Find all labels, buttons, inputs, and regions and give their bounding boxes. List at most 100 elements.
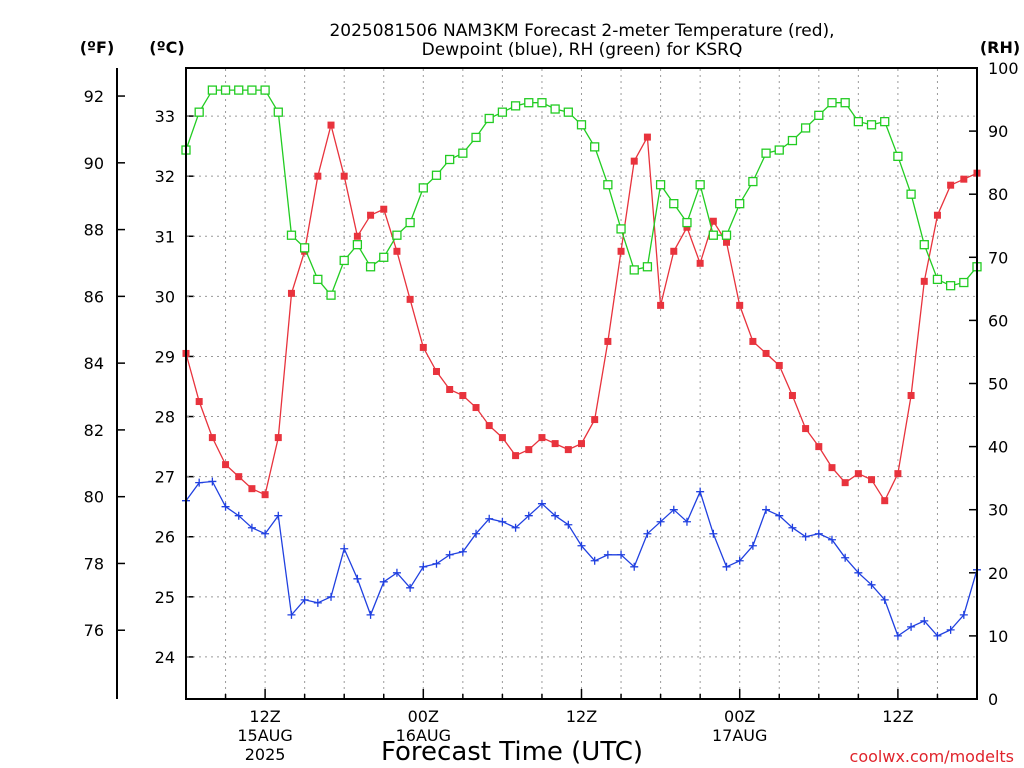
dewpoint-point bbox=[603, 550, 612, 559]
rh-point bbox=[510, 101, 521, 111]
rh-tick-label: 100 bbox=[988, 59, 1019, 78]
dewpoint-point bbox=[564, 520, 573, 529]
dewpoint-point bbox=[696, 487, 705, 496]
dewpoint-point bbox=[340, 544, 349, 553]
rh-point bbox=[313, 274, 323, 285]
temperature-point bbox=[340, 172, 348, 180]
rh-point bbox=[853, 116, 863, 127]
temperature-point bbox=[723, 238, 731, 246]
rh-point bbox=[273, 107, 283, 117]
rh-point bbox=[194, 107, 204, 117]
rh-point bbox=[655, 180, 666, 190]
temperature-point bbox=[643, 133, 651, 141]
temperature-point bbox=[749, 337, 757, 345]
temperature-point bbox=[419, 343, 427, 351]
temperature-series bbox=[182, 121, 981, 505]
celsius-unit-label: (ºC) bbox=[149, 38, 184, 57]
temperature-point bbox=[854, 470, 862, 478]
dewpoint-point bbox=[669, 505, 678, 514]
dewpoint-point bbox=[379, 577, 388, 586]
rh-point bbox=[945, 281, 956, 291]
temperature-point bbox=[617, 247, 625, 255]
rh-point bbox=[299, 243, 310, 253]
celsius-tick-label: 26 bbox=[155, 528, 175, 547]
dewpoint-point bbox=[274, 511, 283, 520]
dewpoint-point bbox=[221, 502, 230, 511]
dewpoint-point bbox=[511, 523, 520, 532]
celsius-axis: 24 25 26 27 28 29 30 31 32 33 bbox=[155, 107, 194, 667]
dewpoint-point bbox=[458, 547, 467, 556]
dewpoint-point bbox=[537, 499, 546, 508]
dewpoint-point bbox=[208, 477, 217, 486]
temperature-point bbox=[459, 392, 467, 400]
rh-point bbox=[576, 120, 587, 130]
dewpoint-point bbox=[551, 511, 560, 520]
dewpoint-point bbox=[946, 625, 955, 634]
rh-point bbox=[932, 274, 943, 285]
temperature-point bbox=[274, 434, 282, 442]
dewpoint-point bbox=[643, 529, 652, 538]
dewpoint-point bbox=[841, 553, 850, 562]
rh-point bbox=[260, 85, 270, 95]
dewpoint-point bbox=[682, 517, 691, 526]
dewpoint-point bbox=[313, 598, 322, 607]
rh-point bbox=[800, 123, 811, 133]
rh-point bbox=[431, 170, 442, 180]
rh-point bbox=[735, 199, 745, 209]
fahrenheit-tick-label: 88 bbox=[84, 221, 104, 240]
celsius-tick-label: 32 bbox=[155, 167, 175, 186]
temperature-point bbox=[367, 211, 375, 219]
dewpoint-point bbox=[498, 517, 507, 526]
rh-tick-label: 20 bbox=[988, 564, 1008, 583]
chart-title-line-2: Dewpoint (blue), RH (green) for KSRQ bbox=[422, 40, 743, 60]
temperature-point bbox=[208, 434, 216, 442]
temperature-point bbox=[525, 446, 533, 454]
dewpoint-point bbox=[577, 541, 586, 550]
rh-point bbox=[563, 107, 573, 117]
dewpoint-point bbox=[656, 517, 665, 526]
chart-title: 2025081506 NAM3KM Forecast 2-meter Tempe… bbox=[329, 21, 834, 60]
dewpoint-point bbox=[485, 514, 494, 523]
rh-point bbox=[524, 98, 534, 108]
time-tick-date-label: 17AUG bbox=[712, 726, 767, 745]
fahrenheit-tick-label: 90 bbox=[84, 154, 104, 173]
dewpoint-point bbox=[392, 568, 401, 577]
temperature-point bbox=[248, 485, 256, 493]
dewpoint-point bbox=[933, 631, 942, 640]
dewpoint-point bbox=[867, 580, 876, 589]
time-tick-date-label: 16AUG bbox=[396, 726, 451, 745]
dewpoint-point bbox=[524, 511, 533, 520]
dewpoint-point bbox=[722, 562, 731, 571]
temperature-point bbox=[947, 181, 955, 189]
rh-point bbox=[418, 183, 428, 193]
rh-tick-label: 30 bbox=[988, 501, 1008, 520]
rh-point bbox=[682, 217, 692, 228]
celsius-tick-label: 30 bbox=[155, 287, 175, 306]
temperature-point bbox=[498, 434, 506, 442]
temperature-point bbox=[868, 476, 876, 484]
temperature-point bbox=[920, 277, 928, 285]
dewpoint-point bbox=[893, 631, 902, 640]
rh-point bbox=[445, 154, 455, 165]
rh-tick-label: 0 bbox=[988, 690, 998, 709]
dewpoint-point bbox=[353, 574, 362, 583]
series-layer bbox=[181, 85, 982, 640]
chart-title-line-1: 2025081506 NAM3KM Forecast 2-meter Tempe… bbox=[329, 21, 834, 41]
rh-point bbox=[708, 230, 718, 240]
temperature-point bbox=[604, 337, 612, 345]
celsius-tick-label: 29 bbox=[155, 347, 175, 366]
temperature-point bbox=[261, 491, 269, 499]
temperature-point bbox=[933, 211, 941, 219]
dewpoint-point bbox=[406, 583, 415, 592]
dewpoint-point bbox=[762, 505, 771, 514]
time-tick-label: 00Z bbox=[724, 707, 755, 726]
rh-point bbox=[880, 116, 890, 127]
rh-point bbox=[497, 107, 508, 117]
rh-axis: 0 10 20 30 40 50 60 70 80 90 100 bbox=[969, 59, 1019, 709]
temperature-point bbox=[670, 247, 678, 255]
rh-point bbox=[629, 265, 639, 275]
temperature-point bbox=[432, 367, 440, 375]
rh-point bbox=[603, 180, 613, 190]
x-axis-title: Forecast Time (UTC) bbox=[381, 737, 643, 767]
